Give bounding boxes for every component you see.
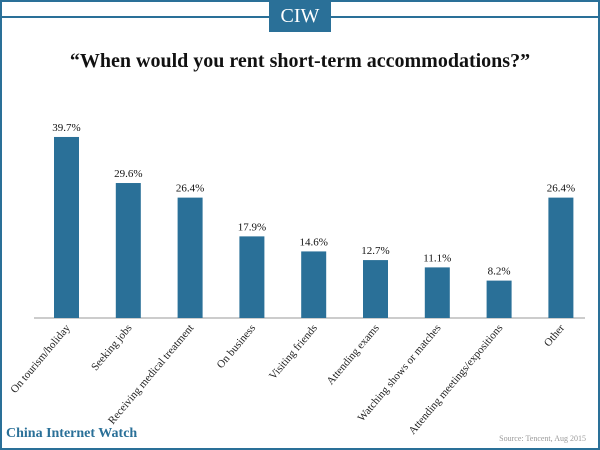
category-label-9: Other xyxy=(542,322,568,349)
value-label-6: 12.7% xyxy=(361,245,389,257)
value-labels-group: 39.7% 29.6% 26.4% 17.9% 14.6% 12.7% 11.1% 8.2% 2… xyxy=(52,122,575,278)
header-band: CIW xyxy=(0,0,600,34)
value-label-2: 29.6% xyxy=(114,168,142,180)
bar-4 xyxy=(239,236,265,318)
bar-6 xyxy=(363,260,388,318)
value-label-3: 26.4% xyxy=(176,183,204,195)
bar-7 xyxy=(424,267,450,318)
bar-1 xyxy=(54,136,79,318)
value-label-9: 26.4% xyxy=(547,183,575,195)
footer-brand: China Internet Watch xyxy=(6,426,138,441)
ciw-logo: CIW xyxy=(269,0,331,32)
bar-8 xyxy=(486,280,512,318)
value-label-1: 39.7% xyxy=(52,122,80,134)
chart-title: “When would you rent short-term accommod… xyxy=(69,50,531,72)
bars-group xyxy=(54,136,574,318)
category-labels-group: On tourism/holiday Seeking jobsReceiving … xyxy=(8,322,567,437)
source-note: Source: Tencent, Aug 2015 xyxy=(499,434,586,443)
category-label-1: On tourism/holiday xyxy=(8,322,73,396)
category-label-4: On business xyxy=(215,322,259,371)
category-label-5: Visiting friends xyxy=(267,322,320,382)
bar-9 xyxy=(548,197,574,318)
bar-2 xyxy=(115,183,141,318)
category-label-2: Seeking jobs xyxy=(89,322,135,373)
value-label-5: 14.6% xyxy=(299,236,327,248)
value-label-4: 17.9% xyxy=(238,221,266,233)
value-label-7: 11.1% xyxy=(423,252,451,264)
category-label-6: Attending exams xyxy=(324,322,381,387)
bar-3 xyxy=(177,197,203,318)
value-label-8: 8.2% xyxy=(488,266,511,278)
bar-5 xyxy=(301,251,327,318)
